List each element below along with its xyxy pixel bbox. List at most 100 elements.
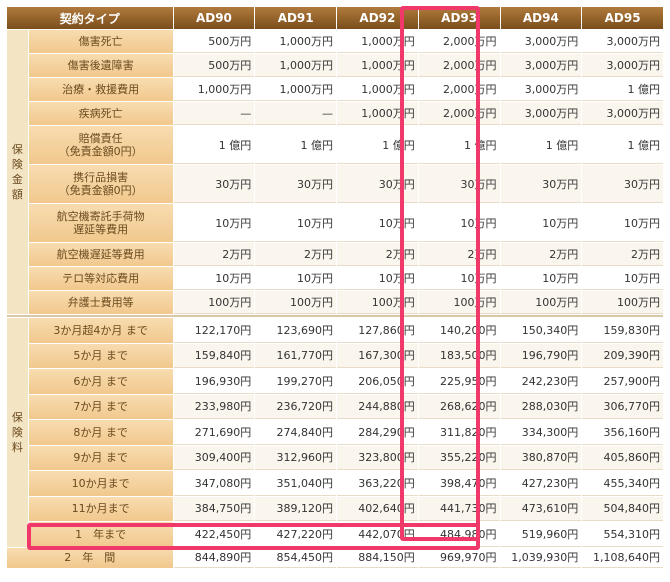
cell-value: 161,770円 [255,343,337,368]
column-header-ad90: AD90 [173,7,255,29]
cell-value: 2,000万円 [418,102,500,125]
section-label-text: 保険金額 [11,143,23,201]
cell-value: 1 億円 [418,126,500,164]
cell-value: 1,000万円 [255,30,337,53]
cell-value: 30万円 [500,165,582,203]
table-row: 2 年 間 844,890円 854,450円 884,150円 969,970円 1,0… [7,547,663,568]
cell-value: 10万円 [418,204,500,242]
cell-value: 309,400円 [173,445,255,470]
cell-value: 100万円 [418,291,500,314]
table-header-row: 契約タイプ AD90 AD91 AD92 AD93 AD94 AD95 [7,7,663,29]
cell-value: 10万円 [582,204,663,242]
cell-value: 3,000万円 [582,102,663,125]
row-label: 11か月まで [28,496,173,521]
cell-value: 288,030円 [500,394,582,419]
cell-value: 1,108,640円 [582,547,663,568]
table-row: 航空機寄託手荷物 遅延等費用 10万円 10万円 10万円 10万円 10万円 10万円 [7,204,663,242]
column-header-ad94: AD94 [500,7,582,29]
cell-value: 554,310円 [582,522,663,547]
cell-value: 1 億円 [255,126,337,164]
cell-value: 10万円 [173,204,255,242]
plan-comparison-table-wrapper: 契約タイプ AD90 AD91 AD92 AD93 AD94 AD95 保険金額… [6,6,664,569]
cell-value: 2,000万円 [418,54,500,77]
cell-value: 355,220円 [418,445,500,470]
cell-value: 10万円 [500,267,582,290]
row-label: 3か月超4か月 まで [28,318,173,343]
cell-value: 159,830円 [582,318,663,343]
cell-value: 225,950円 [418,369,500,394]
cell-value: 405,860円 [582,445,663,470]
cell-value: 10万円 [255,204,337,242]
table-row: 11か月まで 384,750円 389,120円 402,640円 441,730円 47… [7,496,663,521]
cell-value: 123,690円 [255,318,337,343]
cell-value: 384,750円 [173,496,255,521]
table-row: テロ等対応費用 10万円 10万円 10万円 10万円 10万円 10万円 [7,267,663,290]
cell-value: 389,120円 [255,496,337,521]
cell-value: 1,000万円 [337,78,418,101]
table-row: 保険料 3か月超4か月 まで 122,170円 123,690円 127,860円 140… [7,318,663,547]
cell-value: 854,450円 [255,547,337,568]
cell-value: 268,620円 [418,394,500,419]
cell-value: 3,000万円 [582,54,663,77]
cell-value: 519,960円 [500,522,582,547]
row-label: 1 年まで [28,522,173,547]
cell-value: 1 億円 [582,126,663,164]
cell-value: 30万円 [173,165,255,203]
cell-value: 236,720円 [255,394,337,419]
row-label: 8か月 まで [28,420,173,445]
cell-value: 3,000万円 [500,54,582,77]
cell-value: 2,000万円 [418,30,500,53]
cell-value: 100万円 [255,291,337,314]
cell-value: 271,690円 [173,420,255,445]
cell-value: 2万円 [582,243,663,266]
table-row: 7か月 まで 233,980円 236,720円 244,880円 268,620円 28… [7,394,663,419]
cell-value: 140,200円 [418,318,500,343]
cell-value: 100万円 [337,291,418,314]
cell-value: 209,390円 [582,343,663,368]
cell-value: 1,000万円 [337,54,418,77]
cell-value: 427,230円 [500,471,582,496]
cell-value: 500万円 [173,54,255,77]
cell-value: 398,470円 [418,471,500,496]
table-row: 弁護士費用等 100万円 100万円 100万円 100万円 100万円 100万円 [7,291,663,314]
table-row: 治療・救援費用 1,000万円 1,000万円 1,000万円 2,000万円 3,000… [7,78,663,101]
cell-value: 1,000万円 [337,102,418,125]
cell-value: 3,000万円 [500,78,582,101]
cell-value: 233,980円 [173,394,255,419]
row-label: テロ等対応費用 [28,267,173,290]
cell-value: 100万円 [173,291,255,314]
cell-value: 30万円 [582,165,663,203]
cell-value: 150,340円 [500,318,582,343]
cell-value: 2万円 [500,243,582,266]
table-row: 疾病死亡 — —1,000万円 2,000万円 3,000万円 3,000万円 [7,102,663,125]
row-label: 10か月まで [28,471,173,496]
cell-value: 284,290円 [337,420,418,445]
cell-value: 30万円 [255,165,337,203]
cell-value: 274,840円 [255,420,337,445]
cell-value: 380,870円 [500,445,582,470]
cell-value: 10万円 [337,204,418,242]
cell-value: 323,800円 [337,445,418,470]
cell-value: 206,050円 [337,369,418,394]
table-row: 保険金額 傷害死亡 500万円 1,000万円 1,000万円 2,000万円 3,000万… [7,30,663,314]
cell-value: 1,000万円 [337,30,418,53]
cell-value: 969,970円 [418,547,500,568]
cell-value: 442,070円 [337,522,418,547]
table-row: 9か月 まで 309,400円 312,960円 323,800円 355,220円 38… [7,445,663,470]
row-label: 治療・救援費用 [28,78,173,101]
cell-value: 10万円 [255,267,337,290]
row-label: 疾病死亡 [28,102,173,125]
cell-value: 1 億円 [337,126,418,164]
cell-value: 356,160円 [582,420,663,445]
table-row: 8か月 まで 271,690円 274,840円 284,290円 311,820円 33… [7,420,663,445]
table-row: 航空機遅延等費用 2万円 2万円 2万円 2万円 2万円 2万円 [7,243,663,266]
cell-value: 10万円 [418,267,500,290]
cell-value: 183,500円 [418,343,500,368]
coverage-section-label: 保険金額 [7,30,28,314]
row-label: 傷害死亡 [28,30,173,53]
column-header-ad93: AD93 [418,7,500,29]
cell-value: 1 億円 [582,78,663,101]
cell-value: 1,000万円 [255,78,337,101]
cell-value: 1,000万円 [255,54,337,77]
row-label: 2 年 間 [7,547,173,568]
